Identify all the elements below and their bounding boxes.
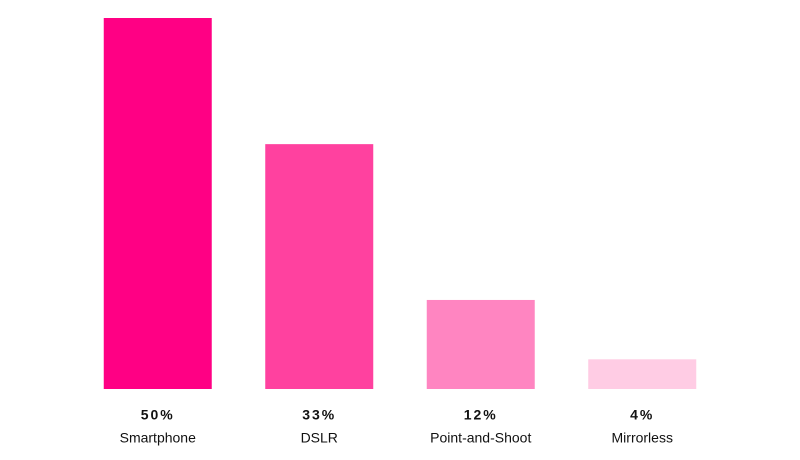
bar <box>588 359 697 389</box>
value-label: 50% <box>141 407 175 423</box>
bar <box>265 144 374 389</box>
category-label: DSLR <box>301 430 338 446</box>
bar <box>426 299 535 389</box>
category-label: Smartphone <box>120 430 196 446</box>
category-label: Mirrorless <box>612 430 673 446</box>
bar <box>103 18 212 389</box>
value-label: 33% <box>302 407 336 423</box>
value-label: 12% <box>464 407 498 423</box>
value-label: 4% <box>630 407 654 423</box>
category-label: Point-and-Shoot <box>430 430 531 446</box>
